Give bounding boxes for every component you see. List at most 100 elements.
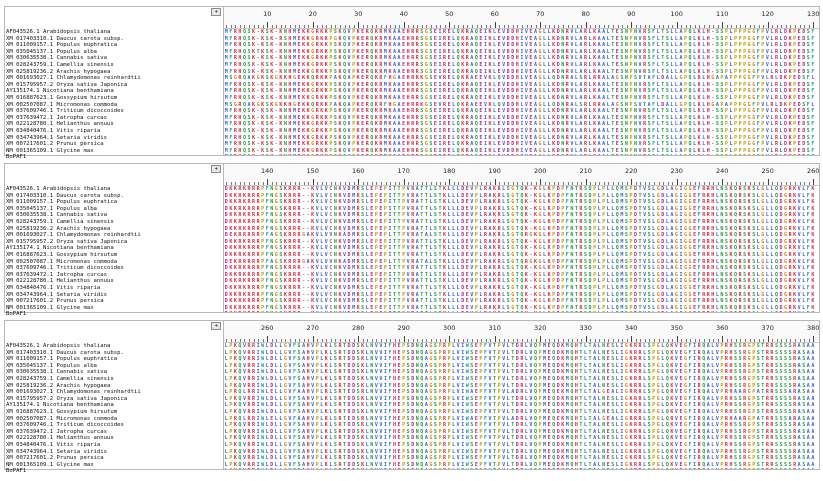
- sequence-name[interactable]: XM 001693027.1 Chlamydomonas reinhardtii: [6, 232, 141, 239]
- residue: I: [483, 29, 487, 35]
- residue: R: [583, 68, 587, 75]
- residue: E: [370, 251, 374, 258]
- sequence-name[interactable]: BoPAF1: [6, 311, 27, 318]
- sequence-name[interactable]: XM 034840476.1 Vitis riparia: [6, 284, 101, 291]
- residue: Q: [474, 121, 478, 128]
- sequence-name[interactable]: XM 017403310.1 Daucus carota subsp.: [6, 35, 124, 42]
- residue: K: [252, 147, 256, 154]
- residue: V: [524, 94, 528, 101]
- sequence-name[interactable]: XM 030635538.1 Cannabis sativa: [6, 212, 108, 219]
- residue: T: [611, 61, 615, 68]
- sequence-name[interactable]: XM 002507087.1 Micromonas commoda: [6, 258, 118, 265]
- residue: N: [283, 29, 287, 35]
- residue: H: [515, 127, 519, 134]
- residue: L: [447, 199, 451, 206]
- sequence-name[interactable]: XM 016887623.1 Gossypium hirsutum: [6, 251, 118, 258]
- residue: T: [611, 68, 615, 75]
- residue: G: [684, 199, 688, 206]
- residue: M: [352, 232, 356, 239]
- residue: L: [729, 154, 734, 155]
- sequence-name[interactable]: XM 016887623.1 Gossypium hirsutum: [6, 94, 118, 101]
- sequence-name[interactable]: XM 034840476.1 Vitis riparia: [6, 127, 101, 134]
- residue: E: [465, 284, 469, 291]
- residue: H: [288, 114, 292, 121]
- sequence-name[interactable]: XM 028243759.1 Camellia sinensis: [6, 61, 114, 68]
- sequence-name[interactable]: XM 002507087.1 Micromonas commoda: [6, 101, 118, 108]
- residue: L: [770, 42, 774, 49]
- residue: V: [342, 271, 346, 278]
- residue: S: [806, 48, 810, 55]
- residue: A: [670, 265, 674, 272]
- residue: A: [488, 258, 492, 265]
- residue: S: [333, 48, 337, 55]
- residue: D: [784, 108, 788, 115]
- ruler-major-tick: [585, 179, 587, 185]
- ruler-minor-tick: [503, 25, 505, 28]
- residue: L: [702, 75, 706, 82]
- residue: E: [402, 88, 406, 95]
- residue: D: [779, 218, 783, 225]
- residue: E: [447, 94, 451, 101]
- residue: A: [579, 127, 583, 134]
- residue: R: [247, 205, 251, 212]
- sort-order-button[interactable]: ◂: [211, 165, 221, 173]
- sequence-name[interactable]: XM 035045137.1 Populus alba: [6, 48, 97, 55]
- residue: A: [579, 147, 583, 154]
- residue: V: [502, 108, 506, 115]
- residue: K: [229, 192, 233, 199]
- residue: E: [529, 101, 533, 108]
- sequence-name[interactable]: XM 007217601.2 Prunus persica: [6, 298, 104, 305]
- residue: L: [702, 68, 706, 75]
- sequence-name[interactable]: XM 028243759.1 Camellia sinensis: [6, 218, 114, 225]
- sequence-name[interactable]: XM 037639472.1 Jatropha curcas: [6, 271, 108, 278]
- sequence-name[interactable]: AY135174.1 Nicotiana benthamiana: [6, 88, 114, 95]
- sequence-name[interactable]: XM 017403310.1 Daucus carota subsp.: [6, 192, 124, 199]
- residue: G: [684, 205, 688, 212]
- residue: M: [620, 205, 624, 212]
- sequence-name[interactable]: XM 022128780.1 Helianthus annuus: [6, 278, 114, 285]
- residue: L: [611, 199, 615, 206]
- sequence-name[interactable]: XM 035045137.1 Populus alba: [6, 205, 97, 212]
- sequence-name[interactable]: XM 011009157.1 Populus euphratica: [6, 42, 118, 49]
- sequence-name[interactable]: XM 037609746.1 Triticum dicoccoides: [6, 265, 124, 272]
- residue: H: [711, 225, 715, 232]
- sequence-name[interactable]: XM 022128780.1 Helianthus annuus: [6, 121, 114, 128]
- sequence-name[interactable]: AF043526.1 Arabidopsis thaliana: [6, 186, 111, 192]
- residue: P: [474, 186, 478, 192]
- residue: K: [252, 114, 256, 121]
- sequence-name[interactable]: XM 034743964.1 Setaria viridis: [6, 134, 108, 141]
- sequence-name[interactable]: XM 007217601.2 Prunus persica: [6, 141, 104, 148]
- residue: N: [570, 205, 574, 212]
- residue: L: [715, 192, 719, 199]
- residue: L: [802, 186, 806, 192]
- residue: K: [533, 278, 537, 285]
- sequence-name[interactable]: XM 001693027.1 Chlamydomonas reinhardtii: [6, 75, 141, 82]
- residue: S: [665, 141, 669, 148]
- residue: R: [738, 199, 742, 206]
- sequence-name[interactable]: AY135174.1 Nicotiana benthamiana: [6, 245, 114, 252]
- sequence-name[interactable]: XM 015795957.2 Oryza sativa Japonica: [6, 81, 128, 88]
- residue: S: [665, 29, 669, 35]
- sequence-name[interactable]: XM 030635538.1 Cannabis sativa: [6, 55, 108, 62]
- residue: S: [720, 48, 724, 55]
- sequence-name[interactable]: XM 011009157.1 Populus euphratica: [6, 199, 118, 206]
- sequence-name[interactable]: XM 015795957.2 Oryza sativa Japonica: [6, 238, 128, 245]
- sequence-name[interactable]: XM 037639472.1 Jatropha curcas: [6, 114, 108, 121]
- residue: P: [738, 134, 742, 141]
- sequence-name[interactable]: BoPAF1: [6, 154, 27, 161]
- residue: L: [652, 265, 656, 272]
- residue: R: [565, 121, 569, 128]
- sequence-name[interactable]: XM 025819236.2 Arachis hypogaea: [6, 225, 111, 232]
- sequence-name[interactable]: XM 037609746.1 Triticum dicoccoides: [6, 108, 124, 115]
- residue: Q: [688, 48, 692, 55]
- sequence-name[interactable]: NM 001365109.1 Glycine max: [6, 304, 94, 311]
- sequence-name[interactable]: AF043526.1 Arabidopsis thaliana: [6, 29, 111, 35]
- sort-order-button[interactable]: ◂: [211, 8, 221, 16]
- sequence-name[interactable]: XM 025819236.2 Arachis hypogaea: [6, 68, 111, 75]
- sequence-name[interactable]: NM 001365109.1 Glycine max: [6, 147, 94, 154]
- residue: A: [393, 88, 397, 95]
- alignment-sequence-pane[interactable]: 140 150 160 170 180 190 200 210 220 230 240 250 260 …: [224, 164, 819, 312]
- sequence-name[interactable]: XM 034743964.1 Setaria viridis: [6, 291, 108, 298]
- residue: M: [383, 55, 387, 62]
